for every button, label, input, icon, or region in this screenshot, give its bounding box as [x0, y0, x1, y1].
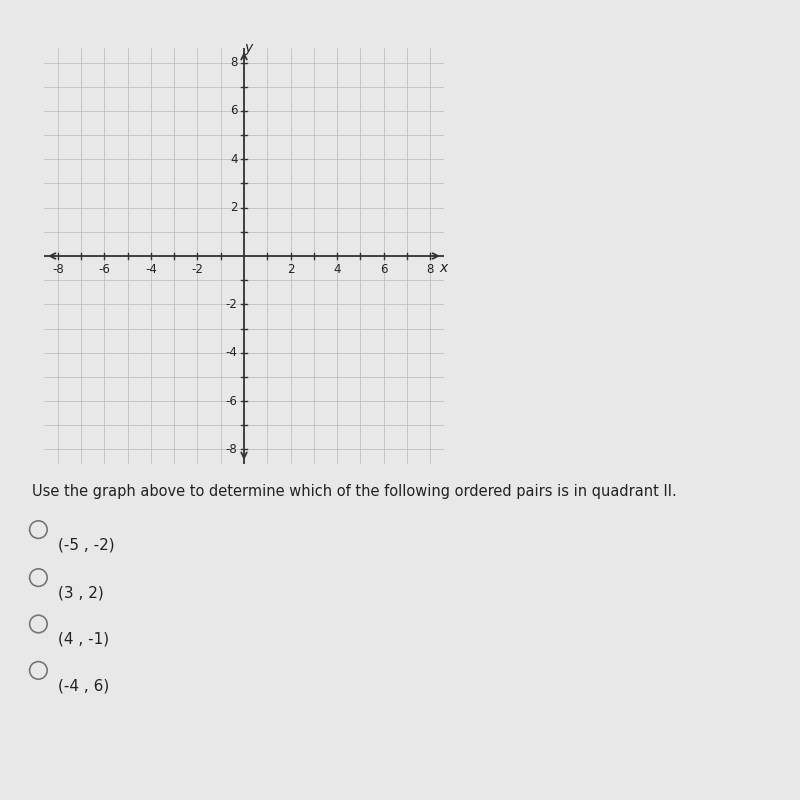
Text: 2: 2 [230, 201, 238, 214]
Text: x: x [439, 261, 448, 274]
Text: -4: -4 [226, 346, 238, 359]
Text: (3 , 2): (3 , 2) [58, 586, 103, 601]
Text: y: y [245, 42, 253, 55]
Text: -6: -6 [226, 394, 238, 408]
Text: -2: -2 [226, 298, 238, 311]
Text: Use the graph above to determine which of the following ordered pairs is in quad: Use the graph above to determine which o… [32, 484, 677, 499]
Text: 6: 6 [230, 104, 238, 118]
Text: (-5 , -2): (-5 , -2) [58, 538, 114, 553]
Text: 4: 4 [334, 262, 341, 276]
Text: -8: -8 [226, 443, 238, 456]
Text: -4: -4 [145, 262, 157, 276]
Text: 6: 6 [380, 262, 387, 276]
Text: (-4 , 6): (-4 , 6) [58, 678, 109, 694]
Text: 8: 8 [426, 262, 434, 276]
Text: (4 , -1): (4 , -1) [58, 632, 109, 647]
Text: -6: -6 [98, 262, 110, 276]
Text: -2: -2 [191, 262, 203, 276]
Text: 8: 8 [230, 56, 238, 69]
Text: -8: -8 [52, 262, 64, 276]
Text: 4: 4 [230, 153, 238, 166]
Text: 2: 2 [286, 262, 294, 276]
